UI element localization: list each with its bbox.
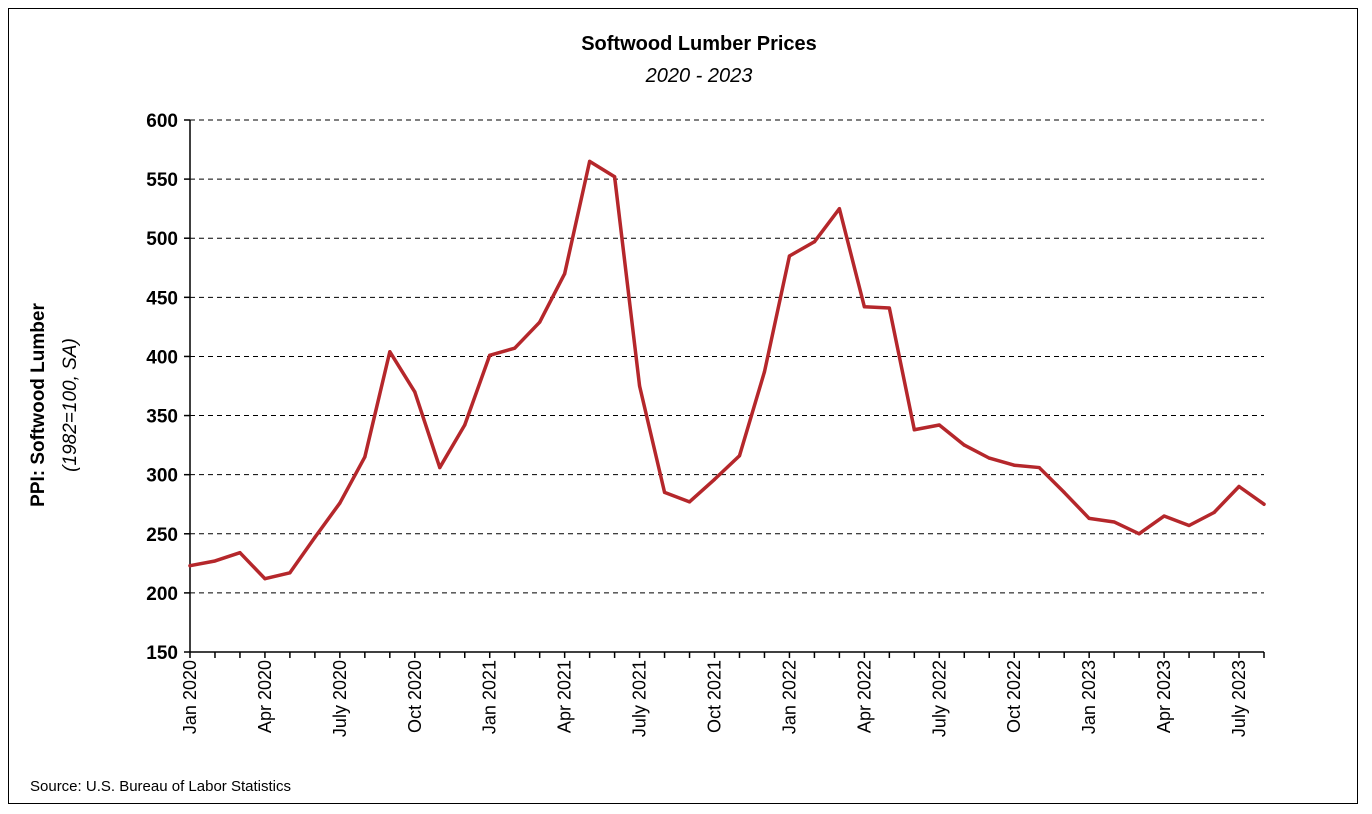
data-point [238, 551, 242, 555]
data-point [937, 423, 941, 427]
data-point [488, 353, 492, 357]
data-point [687, 500, 692, 504]
data-point [787, 254, 792, 258]
data-point [588, 159, 592, 163]
y-axis-unit: (1982=100, SA) [60, 338, 81, 472]
data-points [188, 159, 1266, 581]
y-axis-label-group: PPI: Softwood Lumber [28, 303, 49, 507]
data-point [737, 454, 742, 458]
data-point [413, 390, 417, 394]
data-point [1037, 465, 1041, 470]
y-axis-unit-group: (1982=100, SA) [60, 338, 81, 472]
y-tick-label: 400 [146, 347, 178, 368]
x-tick-label: July 2022 [929, 660, 949, 737]
data-point [288, 571, 292, 575]
source-note: Source: U.S. Bureau of Labor Statistics [30, 778, 291, 795]
data-point [388, 350, 392, 354]
data-point [1087, 516, 1091, 521]
data-point [887, 306, 891, 310]
data-point [613, 175, 617, 179]
y-tick-label: 300 [146, 466, 178, 487]
data-point [563, 272, 567, 276]
series-line-softwood-lumber-ppi [188, 159, 1266, 581]
y-tick-label: 450 [146, 288, 178, 309]
data-point [1112, 520, 1116, 524]
x-axis-ticks: Jan 2020 Apr 2020 July 2020 Oct 2020 Jan 202… [180, 652, 1265, 737]
chart-frame [8, 8, 1358, 804]
x-tick-label: Apr 2023 [1154, 660, 1174, 733]
data-point [538, 320, 542, 324]
data-point [263, 577, 267, 581]
data-point [313, 535, 317, 539]
data-point [513, 346, 517, 350]
x-tick-label: Apr 2021 [555, 660, 575, 733]
data-point [1137, 532, 1141, 536]
x-tick-label: Jan 2021 [480, 660, 500, 734]
x-tick-label: Apr 2022 [854, 660, 874, 733]
y-tick-label: 200 [146, 584, 178, 605]
chart-subtitle: 2020 - 2023 [645, 65, 753, 87]
x-tick-label: Oct 2021 [705, 660, 725, 733]
data-point [463, 423, 467, 427]
data-point [662, 490, 667, 494]
y-tick-label: 350 [146, 407, 178, 428]
y-tick-label: 150 [146, 643, 178, 664]
y-axis-ticks: 150 200 250 300 350 400 450 500 550 600 [146, 111, 190, 664]
data-point [762, 370, 767, 374]
data-point [1012, 463, 1016, 467]
y-tick-label: 500 [146, 229, 178, 250]
data-point [1212, 510, 1216, 515]
data-point [962, 443, 966, 447]
data-point [912, 428, 916, 432]
x-tick-label: July 2021 [630, 660, 650, 737]
data-point [338, 501, 342, 505]
data-point [363, 455, 367, 459]
x-tick-label: Jan 2020 [180, 660, 200, 734]
x-tick-label: Oct 2020 [405, 660, 425, 733]
data-point [213, 559, 217, 563]
y-tick-label: 250 [146, 525, 178, 546]
data-point [862, 305, 866, 309]
data-point [1262, 502, 1266, 506]
data-point [188, 564, 192, 568]
y-axis-label: PPI: Softwood Lumber [28, 303, 49, 507]
data-point [438, 465, 442, 470]
y-tick-label: 550 [146, 170, 178, 191]
data-point [1062, 490, 1066, 494]
data-point [1162, 514, 1166, 518]
gridlines [190, 119, 1264, 594]
y-tick-label: 600 [146, 111, 178, 132]
x-tick-label: July 2020 [330, 660, 350, 737]
data-point [1187, 523, 1191, 528]
chart-title: Softwood Lumber Prices [581, 33, 817, 55]
data-point [637, 384, 642, 388]
x-tick-label: Jan 2022 [779, 660, 799, 734]
x-tick-label: Apr 2020 [255, 660, 275, 733]
data-point [812, 240, 817, 244]
x-tick-label: Oct 2022 [1004, 660, 1024, 733]
data-point [1237, 484, 1241, 489]
data-point [837, 207, 841, 211]
data-point [712, 477, 717, 481]
x-tick-label: July 2023 [1229, 660, 1249, 737]
data-point [987, 456, 991, 460]
x-tick-label: Jan 2023 [1079, 660, 1099, 734]
